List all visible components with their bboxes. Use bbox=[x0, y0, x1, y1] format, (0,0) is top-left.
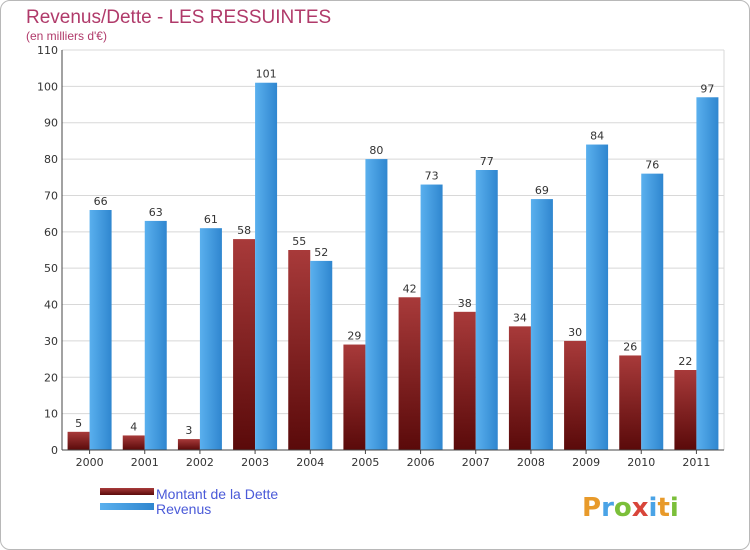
bar-debt bbox=[67, 431, 90, 450]
value-label: 4 bbox=[130, 420, 137, 433]
proxiti-logo: Proxiti bbox=[582, 493, 679, 523]
bar-revenue bbox=[641, 173, 664, 451]
x-tick-label: 2002 bbox=[186, 456, 214, 469]
legend-label-revenue: Revenus bbox=[156, 501, 211, 517]
legend-swatch-debt bbox=[100, 488, 154, 495]
value-label: 22 bbox=[678, 355, 692, 368]
value-label: 84 bbox=[590, 130, 604, 143]
value-label: 66 bbox=[94, 195, 108, 208]
x-tick-label: 2007 bbox=[462, 456, 490, 469]
x-tick-label: 2003 bbox=[241, 456, 269, 469]
x-tick-label: 2009 bbox=[572, 456, 600, 469]
y-tick-label: 70 bbox=[44, 189, 58, 202]
value-label: 5 bbox=[75, 417, 82, 430]
value-labels: 5 66 4 63 3 61 58 101 55 52 29 80 42 73 38 77 34 69 30 84 26… bbox=[75, 68, 714, 437]
bar-debt bbox=[122, 435, 145, 450]
value-label: 101 bbox=[256, 68, 277, 81]
value-label: 52 bbox=[314, 246, 328, 259]
legend-label-debt: Montant de la Dette bbox=[156, 486, 278, 502]
value-label: 63 bbox=[149, 206, 163, 219]
legend: Montant de la Dette Revenus bbox=[100, 486, 278, 517]
axes bbox=[61, 50, 724, 451]
x-axis-ticks: 2000 2001 2002 2003 2004 2005 2006 2007 2008 2009… bbox=[76, 450, 710, 469]
value-label: 73 bbox=[425, 170, 439, 183]
y-tick-label: 40 bbox=[44, 299, 58, 312]
x-tick-label: 2010 bbox=[627, 456, 655, 469]
bar-debt bbox=[233, 239, 256, 450]
bar-debt bbox=[343, 344, 366, 450]
legend-swatch-revenue bbox=[100, 503, 154, 510]
logo-letter: i bbox=[670, 493, 679, 523]
chart-title: Revenus/Dette - LES RESSUINTES bbox=[26, 7, 331, 28]
y-tick-label: 100 bbox=[37, 80, 58, 93]
x-tick-label: 2001 bbox=[131, 456, 159, 469]
y-tick-label: 110 bbox=[37, 44, 58, 57]
bar-debt bbox=[619, 355, 642, 450]
y-tick-label: 0 bbox=[51, 444, 58, 457]
bar-revenue bbox=[475, 170, 498, 450]
bars bbox=[67, 82, 719, 451]
gridlines bbox=[62, 49, 725, 450]
value-label: 3 bbox=[185, 424, 192, 437]
value-label: 29 bbox=[347, 330, 361, 343]
bar-debt bbox=[453, 311, 476, 450]
logo-letter: o bbox=[614, 493, 632, 523]
x-tick-label: 2008 bbox=[517, 456, 545, 469]
y-tick-label: 60 bbox=[44, 226, 58, 239]
value-label: 69 bbox=[535, 184, 549, 197]
logo-letter: t bbox=[657, 493, 669, 523]
value-label: 76 bbox=[645, 159, 659, 172]
value-label: 77 bbox=[480, 155, 494, 168]
bar-revenue bbox=[365, 159, 388, 450]
value-label: 55 bbox=[292, 235, 306, 248]
value-label: 34 bbox=[513, 311, 527, 324]
y-tick-label: 90 bbox=[44, 117, 58, 130]
value-label: 26 bbox=[623, 340, 637, 353]
x-tick-label: 2011 bbox=[682, 456, 710, 469]
bar-revenue bbox=[586, 144, 609, 450]
value-label: 42 bbox=[403, 282, 417, 295]
value-label: 38 bbox=[458, 297, 472, 310]
bar-revenue bbox=[420, 184, 443, 450]
x-tick-label: 2004 bbox=[296, 456, 324, 469]
bar-debt bbox=[398, 297, 421, 450]
bar-debt bbox=[508, 326, 531, 450]
bar-revenue bbox=[696, 97, 719, 450]
bar-revenue bbox=[530, 199, 553, 450]
bar-revenue bbox=[199, 228, 222, 450]
y-tick-label: 10 bbox=[44, 408, 58, 421]
x-tick-label: 2000 bbox=[76, 456, 104, 469]
bar-debt bbox=[177, 439, 200, 450]
logo-letter: r bbox=[601, 493, 614, 523]
bar-revenue bbox=[255, 82, 278, 451]
bar-revenue bbox=[310, 260, 333, 450]
bar-debt bbox=[674, 370, 697, 450]
value-label: 80 bbox=[369, 144, 383, 157]
bar-revenue bbox=[89, 210, 112, 450]
y-tick-label: 30 bbox=[44, 335, 58, 348]
y-tick-label: 20 bbox=[44, 371, 58, 384]
value-label: 61 bbox=[204, 213, 218, 226]
value-label: 30 bbox=[568, 326, 582, 339]
y-tick-label: 50 bbox=[44, 262, 58, 275]
bar-revenue bbox=[144, 220, 167, 450]
x-tick-label: 2006 bbox=[407, 456, 435, 469]
bar-debt bbox=[564, 340, 587, 450]
y-axis-ticks: 0 10 20 30 40 50 60 70 80 90 100 110 bbox=[37, 44, 58, 457]
logo-letter: P bbox=[582, 493, 601, 523]
logo-letter: i bbox=[649, 493, 658, 523]
value-label: 97 bbox=[700, 82, 714, 95]
value-label: 58 bbox=[237, 224, 251, 237]
y-tick-label: 80 bbox=[44, 153, 58, 166]
bar-debt bbox=[288, 250, 311, 450]
chart-subtitle: (en milliers d'€) bbox=[26, 29, 107, 43]
x-tick-label: 2005 bbox=[351, 456, 379, 469]
logo-letter: x bbox=[632, 493, 649, 523]
